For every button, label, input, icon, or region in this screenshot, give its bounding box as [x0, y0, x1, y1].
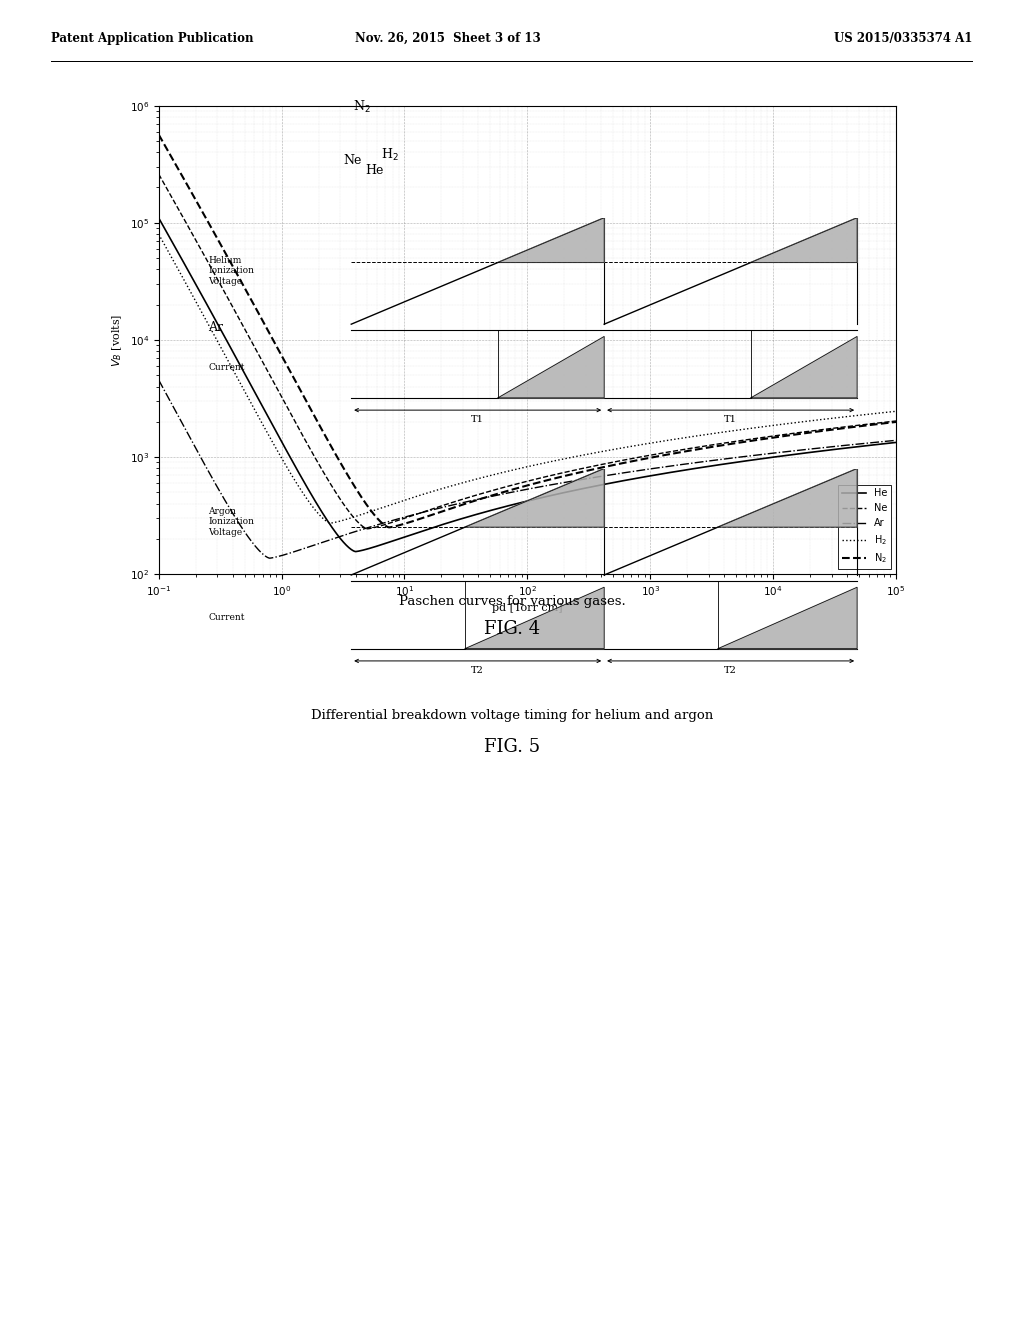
Text: Helium
Ionization
Voltage: Helium Ionization Voltage — [208, 256, 254, 286]
Text: Current: Current — [208, 363, 245, 372]
Text: He: He — [366, 164, 384, 177]
Text: T2: T2 — [724, 667, 737, 676]
Text: H$_2$: H$_2$ — [382, 147, 399, 164]
Text: Current: Current — [208, 614, 245, 623]
Polygon shape — [751, 337, 857, 397]
Polygon shape — [498, 218, 604, 263]
Text: N$_2$: N$_2$ — [353, 99, 371, 115]
Text: Ar: Ar — [208, 321, 222, 334]
Legend: He, Ne, Ar, H$_2$, N$_2$: He, Ne, Ar, H$_2$, N$_2$ — [838, 484, 891, 569]
Text: Argon
Ionization
Voltage: Argon Ionization Voltage — [208, 507, 254, 537]
Text: Differential breakdown voltage timing for helium and argon: Differential breakdown voltage timing fo… — [311, 709, 713, 722]
X-axis label: pd [Torr cm]: pd [Torr cm] — [493, 603, 562, 614]
Text: T1: T1 — [471, 416, 484, 425]
Polygon shape — [718, 469, 857, 527]
Text: Ne: Ne — [344, 153, 362, 166]
Polygon shape — [465, 587, 604, 648]
Polygon shape — [465, 469, 604, 527]
Y-axis label: $V_B$ [volts]: $V_B$ [volts] — [111, 313, 124, 367]
Text: Paschen curves for various gases.: Paschen curves for various gases. — [398, 594, 626, 607]
Text: US 2015/0335374 A1: US 2015/0335374 A1 — [835, 32, 973, 45]
Text: T1: T1 — [724, 416, 737, 425]
Text: FIG. 4: FIG. 4 — [484, 619, 540, 638]
Polygon shape — [498, 337, 604, 397]
Polygon shape — [751, 218, 857, 263]
Polygon shape — [718, 587, 857, 648]
Text: Nov. 26, 2015  Sheet 3 of 13: Nov. 26, 2015 Sheet 3 of 13 — [354, 32, 541, 45]
Text: FIG. 5: FIG. 5 — [484, 738, 540, 756]
Text: T2: T2 — [471, 667, 484, 676]
Text: Patent Application Publication: Patent Application Publication — [51, 32, 254, 45]
